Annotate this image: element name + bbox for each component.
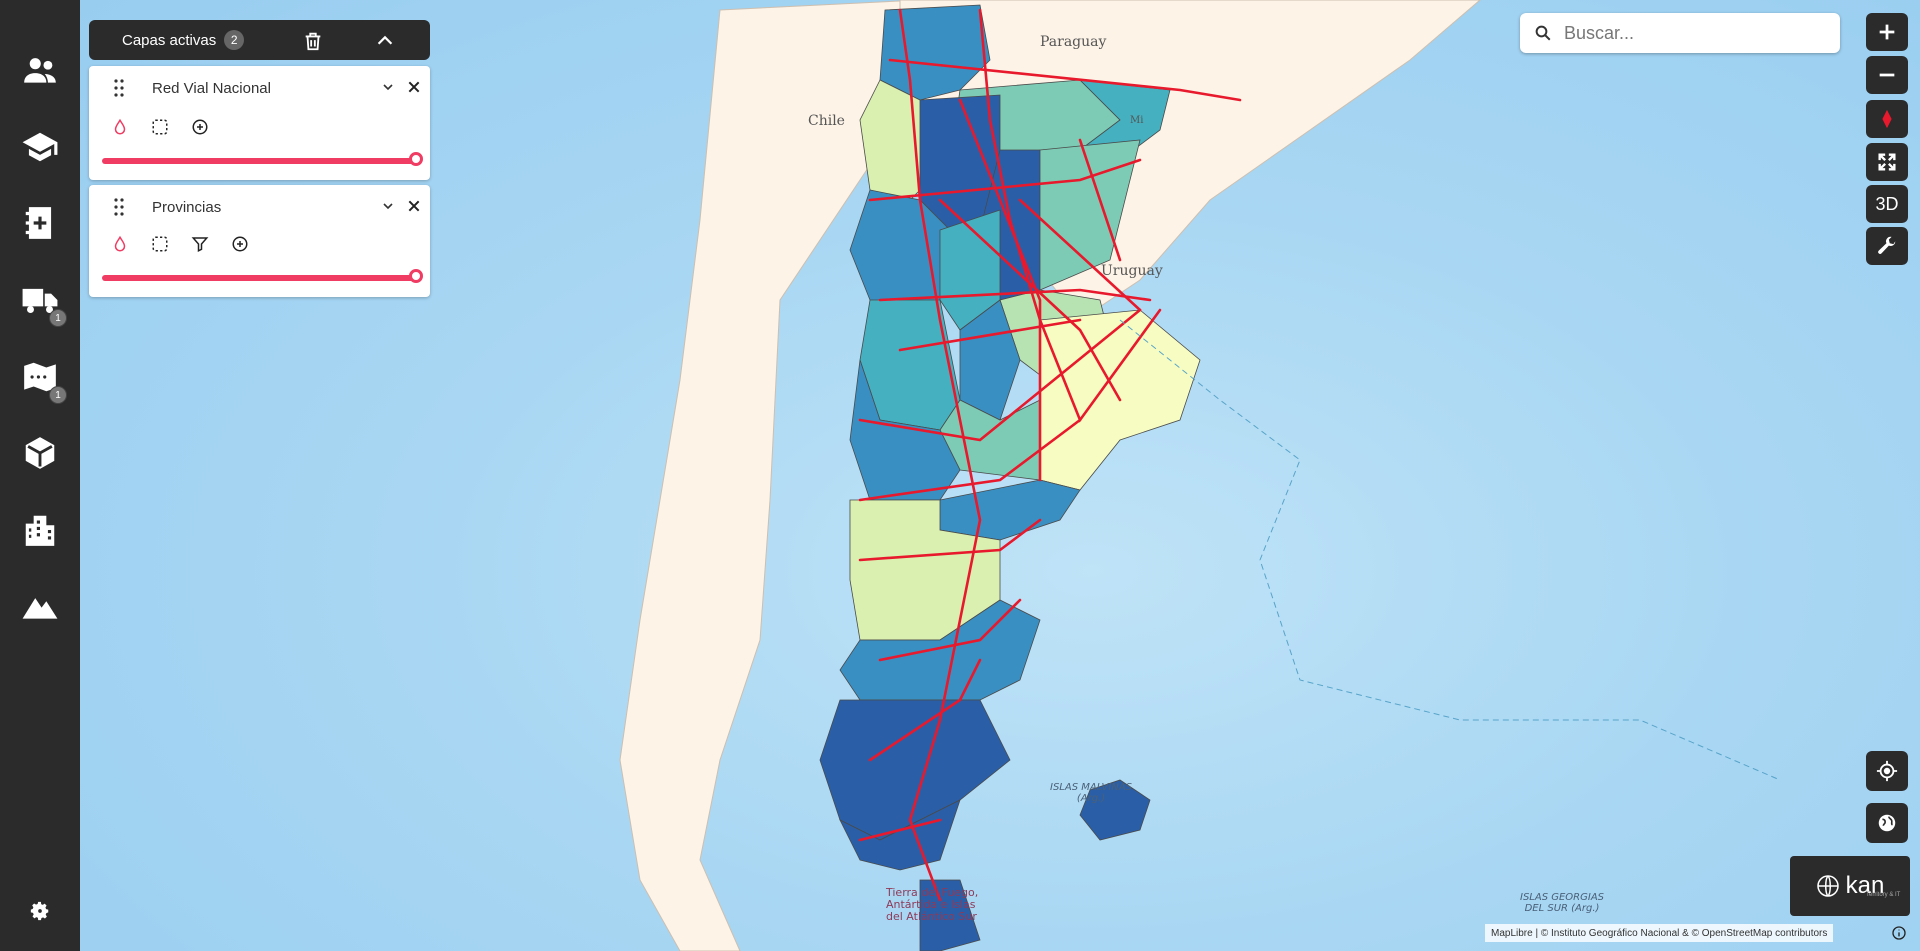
drag-handle-icon[interactable]: [113, 78, 125, 98]
map-label-misiones: Mi: [1130, 115, 1144, 126]
mountain-icon: [22, 598, 58, 619]
add-button[interactable]: [229, 233, 251, 255]
search-input[interactable]: [1562, 21, 1816, 45]
opacity-button[interactable]: [109, 116, 131, 138]
malvinas-line-1: ISLAS MALVINAS: [1050, 782, 1133, 793]
plus-icon: [1879, 24, 1895, 40]
sidebar-item-3d-objects[interactable]: [15, 428, 65, 478]
map-badge: 1: [49, 386, 67, 404]
chevron-down-icon[interactable]: [380, 79, 396, 95]
globe-icon: [1878, 814, 1896, 832]
tdf-line-2: Antártida e Islas: [886, 898, 976, 911]
layer-name: Red Vial Nacional: [152, 80, 271, 97]
map-label-georgias: ISLAS GEORGIAS DEL SUR (Arg.): [1520, 892, 1604, 914]
georgias-line-1: ISLAS GEORGIAS: [1520, 892, 1605, 903]
opacity-button[interactable]: [109, 233, 131, 255]
road-network: [858, 8, 1242, 902]
tools-button[interactable]: [1866, 227, 1908, 265]
trash-icon[interactable]: [302, 30, 324, 52]
tdf-line-3: del Atlántico Sur: [886, 910, 977, 923]
buildings-icon: [25, 515, 55, 546]
layer-card-provincias: Provincias: [89, 185, 430, 297]
brand-logo[interactable]: kan Territory & IT: [1790, 856, 1910, 916]
transport-badge: 1: [49, 309, 67, 327]
chevron-up-icon[interactable]: [374, 30, 396, 52]
active-layers-title: Capas activas: [122, 31, 217, 49]
zoom-to-layer-button[interactable]: [149, 233, 171, 255]
sidebar-item-map[interactable]: 1: [15, 352, 67, 404]
users-icon: [24, 58, 56, 83]
sidebar: 1 1: [0, 0, 80, 951]
logo-subtitle: Territory & IT: [1866, 892, 1901, 898]
land-chile: [619, 0, 921, 951]
close-icon[interactable]: [406, 79, 422, 95]
logo-globe-icon: [1816, 875, 1839, 897]
map-label-uruguay: Uruguay: [1101, 263, 1163, 279]
close-icon[interactable]: [406, 198, 422, 214]
logo-text: kan: [1845, 872, 1885, 899]
basemap: [619, 0, 1781, 951]
active-layers-header: Capas activas 2: [89, 20, 430, 60]
truck-icon: [22, 288, 58, 313]
layer-card-red-vial: Red Vial Nacional: [89, 66, 430, 180]
fullscreen-button[interactable]: [1866, 143, 1908, 181]
chevron-down-icon[interactable]: [380, 198, 396, 214]
graduation-cap-icon: [22, 132, 58, 162]
focus-frame-icon: [152, 236, 168, 252]
settings-button[interactable]: [22, 893, 58, 929]
map-label-tierra-del-fuego: Tierra del Fuego, Antártida e Islas del …: [886, 887, 978, 923]
wrench-icon: [1878, 236, 1896, 254]
info-icon: [1892, 926, 1906, 940]
drag-handle-icon[interactable]: [113, 197, 125, 217]
droplet-icon: [114, 235, 126, 252]
attribution-info-button[interactable]: [1890, 924, 1908, 942]
add-button[interactable]: [189, 116, 211, 138]
active-layers-count: 2: [224, 30, 245, 50]
sidebar-item-transport[interactable]: 1: [15, 275, 67, 327]
compass-icon: [1882, 109, 1892, 129]
map-label-paraguay: Paraguay: [1040, 34, 1107, 50]
zoom-to-layer-button[interactable]: [149, 116, 171, 138]
search-box: [1520, 13, 1840, 53]
cube-icon: [25, 437, 55, 469]
sidebar-item-buildings[interactable]: [15, 505, 65, 555]
georgias-line-2: DEL SUR (Arg.): [1524, 903, 1600, 914]
plus-circle-icon: [192, 119, 208, 135]
malvinas-line-2: (Arg.): [1076, 793, 1106, 804]
filter-button[interactable]: [189, 233, 211, 255]
zoom-in-button[interactable]: [1866, 13, 1908, 51]
slider-knob[interactable]: [409, 152, 423, 166]
map-label-chile: Chile: [808, 113, 845, 129]
toggle-3d-button[interactable]: 3D: [1866, 185, 1908, 223]
filter-icon: [191, 237, 209, 252]
basemap-button[interactable]: [1866, 803, 1908, 843]
map-attribution[interactable]: MapLibre | © Instituto Geográfico Nacion…: [1485, 924, 1834, 942]
compass-button[interactable]: [1866, 100, 1908, 138]
slider-knob[interactable]: [409, 269, 423, 283]
geolocate-button[interactable]: [1866, 751, 1908, 791]
minus-icon: [1879, 73, 1895, 77]
notebook-add-icon: [25, 207, 52, 239]
plus-circle-icon: [232, 236, 248, 252]
sidebar-item-users[interactable]: [15, 45, 65, 95]
tdf-line-1: Tierra del Fuego,: [886, 886, 979, 899]
focus-frame-icon: [152, 119, 168, 135]
sidebar-item-notebook[interactable]: [15, 198, 65, 248]
map-label-malvinas: ISLAS MALVINAS (Arg.): [1050, 782, 1132, 804]
maritime-boundary: [1119, 319, 1781, 781]
search-icon: [1535, 25, 1551, 41]
gear-icon: [30, 901, 49, 921]
droplet-icon: [114, 118, 126, 135]
zoom-out-button[interactable]: [1866, 56, 1908, 94]
opacity-slider[interactable]: [102, 152, 423, 166]
map-icon: [24, 362, 56, 392]
opacity-slider[interactable]: [102, 269, 423, 283]
sidebar-item-education[interactable]: [15, 122, 65, 172]
sidebar-item-terrain[interactable]: [15, 581, 65, 631]
crosshair-icon: [1876, 760, 1898, 782]
expand-icon: [1878, 153, 1896, 171]
layer-name: Provincias: [152, 199, 222, 216]
